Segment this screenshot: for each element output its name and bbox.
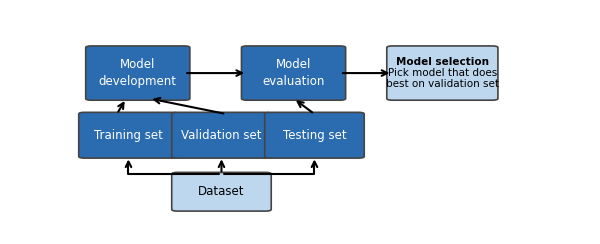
FancyBboxPatch shape: [241, 46, 346, 100]
Text: Model
evaluation: Model evaluation: [262, 58, 325, 88]
Text: Validation set: Validation set: [181, 129, 262, 142]
FancyBboxPatch shape: [86, 46, 190, 100]
Text: best on validation set: best on validation set: [386, 79, 499, 89]
Text: Model selection: Model selection: [396, 57, 489, 67]
Text: Testing set: Testing set: [283, 129, 346, 142]
Text: Model
development: Model development: [99, 58, 177, 88]
Text: Training set: Training set: [94, 129, 163, 142]
FancyBboxPatch shape: [387, 46, 498, 100]
FancyBboxPatch shape: [172, 112, 271, 158]
Text: Dataset: Dataset: [198, 185, 245, 198]
FancyBboxPatch shape: [79, 112, 178, 158]
FancyBboxPatch shape: [265, 112, 364, 158]
FancyBboxPatch shape: [172, 172, 271, 211]
Text: Pick model that does: Pick model that does: [388, 68, 497, 78]
